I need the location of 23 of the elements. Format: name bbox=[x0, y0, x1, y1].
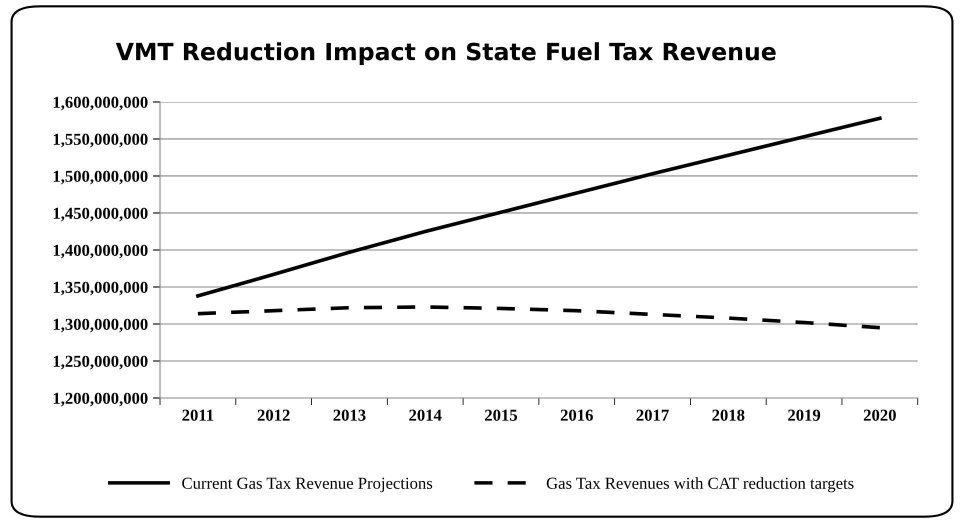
y-tick-label: 1,350,000,000 bbox=[54, 282, 148, 296]
x-tick-label: 2017 bbox=[636, 410, 669, 421]
chart-title: VMT Reduction Impact on State Fuel Tax Revenue bbox=[116, 42, 776, 66]
x-tick-label: 2020 bbox=[864, 410, 896, 421]
y-tick-label: 1,500,000,000 bbox=[54, 170, 148, 184]
x-tick-label: 2011 bbox=[182, 410, 214, 421]
x-tick-label: 2016 bbox=[560, 410, 593, 421]
x-tick-label: 2013 bbox=[333, 410, 366, 421]
x-tick-label: 2015 bbox=[485, 410, 518, 421]
x-tick-label: 2018 bbox=[712, 410, 744, 421]
y-tick-label: 1,450,000,000 bbox=[54, 208, 148, 222]
x-tick-label: 2019 bbox=[788, 410, 820, 421]
legend-label: Current Gas Tax Revenue Projections bbox=[182, 478, 432, 492]
y-tick-label: 1,300,000,000 bbox=[54, 318, 148, 332]
y-tick-label: 1,200,000,000 bbox=[54, 392, 148, 406]
y-tick-label: 1,400,000,000 bbox=[54, 244, 148, 258]
x-tick-label: 2012 bbox=[258, 410, 290, 421]
y-tick-label: 1,250,000,000 bbox=[54, 356, 148, 370]
x-tick-label: 2014 bbox=[409, 410, 442, 421]
legend-label: Gas Tax Revenues with CAT reduction targets bbox=[546, 477, 854, 492]
y-tick-label: 1,600,000,000 bbox=[54, 96, 148, 110]
line-series bbox=[196, 116, 882, 298]
y-tick-label: 1,550,000,000 bbox=[54, 134, 148, 148]
